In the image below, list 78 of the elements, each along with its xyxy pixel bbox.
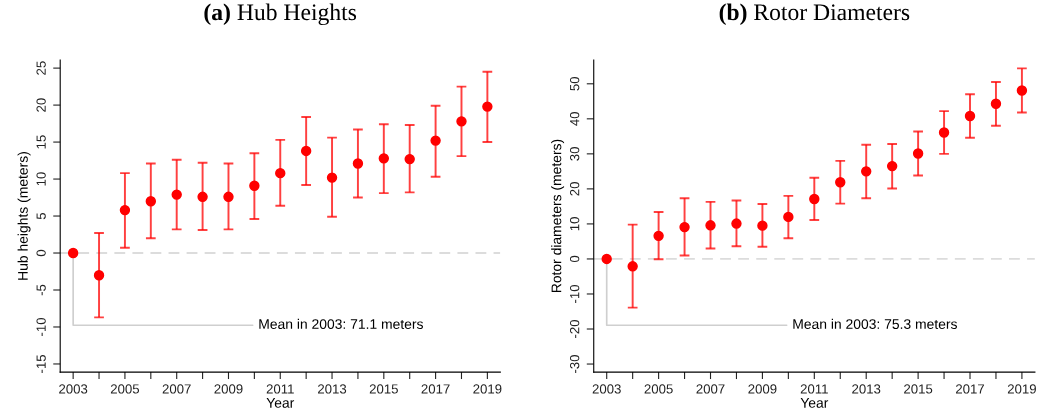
- point: [886, 160, 898, 172]
- chart-title: (a) Hub Heights: [204, 3, 357, 26]
- y-tick-label: 30: [569, 147, 580, 161]
- x-tick-label: 2015: [904, 384, 933, 394]
- point: [326, 172, 338, 183]
- point: [145, 196, 157, 207]
- annotation: Mean in 2003: 75.3 meters: [793, 318, 957, 330]
- point: [653, 230, 664, 242]
- point: [430, 135, 441, 146]
- chart-title: (b) Rotor Diameters: [719, 3, 910, 25]
- point: [197, 191, 208, 203]
- annotation: Mean in 2003: 71.1 meters: [259, 318, 423, 330]
- x-tick-label: 2007: [162, 384, 191, 394]
- point: [938, 127, 950, 138]
- x-tick-label: 2019: [1007, 384, 1036, 394]
- y-tick-label: 0: [36, 249, 46, 257]
- point: [456, 116, 467, 127]
- x-axis-title: Year: [800, 398, 829, 408]
- x-tick-label: 2015: [369, 384, 398, 394]
- x-tick-label: 2005: [110, 384, 140, 394]
- x-tick-label: 2011: [266, 384, 294, 394]
- x-axis-title: Year: [266, 398, 295, 408]
- y-axis-title: Rotor diameters (meters): [551, 139, 565, 293]
- point: [352, 158, 364, 169]
- point: [990, 98, 1002, 109]
- point: [679, 221, 690, 233]
- y-tick-label: 0: [569, 255, 580, 263]
- y-tick-label: -20: [569, 319, 580, 338]
- point: [482, 101, 493, 112]
- x-tick-label: 2017: [956, 384, 985, 394]
- point: [809, 193, 820, 205]
- point: [627, 261, 638, 272]
- point: [249, 180, 260, 191]
- point: [93, 270, 105, 281]
- y-tick-label: -10: [36, 317, 46, 336]
- y-tick-label: -10: [569, 284, 580, 303]
- y-tick-label: 20: [36, 98, 46, 112]
- x-tick-label: 2007: [696, 384, 725, 394]
- point: [404, 153, 415, 165]
- y-tick-label: 50: [569, 76, 580, 91]
- point: [964, 110, 976, 122]
- x-tick-label: 2009: [214, 384, 243, 394]
- y-tick-label: 25: [36, 61, 46, 75]
- point: [171, 189, 182, 200]
- point: [300, 145, 312, 157]
- y-tick-label: 10: [569, 217, 580, 231]
- point: [1016, 85, 1028, 96]
- point: [119, 204, 131, 216]
- y-tick-label: -15: [36, 354, 46, 373]
- x-tick-label: 2017: [421, 384, 450, 394]
- point: [861, 166, 872, 177]
- point: [67, 247, 79, 259]
- point: [757, 220, 768, 231]
- point: [705, 220, 716, 231]
- y-tick-label: 10: [36, 172, 46, 186]
- x-tick-label: 2003: [592, 384, 621, 394]
- point: [783, 211, 794, 223]
- y-tick-label: 15: [36, 135, 46, 149]
- x-tick-label: 2003: [59, 384, 88, 394]
- y-axis-title: Hub heights (meters): [17, 152, 31, 280]
- point: [601, 253, 612, 265]
- x-tick-label: 2011: [800, 384, 828, 394]
- point: [378, 153, 390, 164]
- y-tick-label: -5: [36, 284, 46, 296]
- point: [912, 148, 924, 159]
- x-tick-label: 2019: [473, 384, 502, 394]
- point: [275, 167, 286, 179]
- y-tick-label: 40: [569, 112, 580, 126]
- point: [835, 177, 846, 188]
- x-tick-label: 2013: [318, 384, 347, 394]
- y-tick-label: -30: [569, 355, 580, 373]
- point: [223, 191, 234, 203]
- point: [731, 218, 742, 229]
- x-tick-label: 2013: [852, 384, 881, 394]
- y-tick-label: 20: [569, 182, 580, 196]
- x-tick-label: 2005: [644, 384, 673, 394]
- x-tick-label: 2009: [748, 384, 777, 394]
- y-tick-label: 5: [36, 212, 46, 220]
